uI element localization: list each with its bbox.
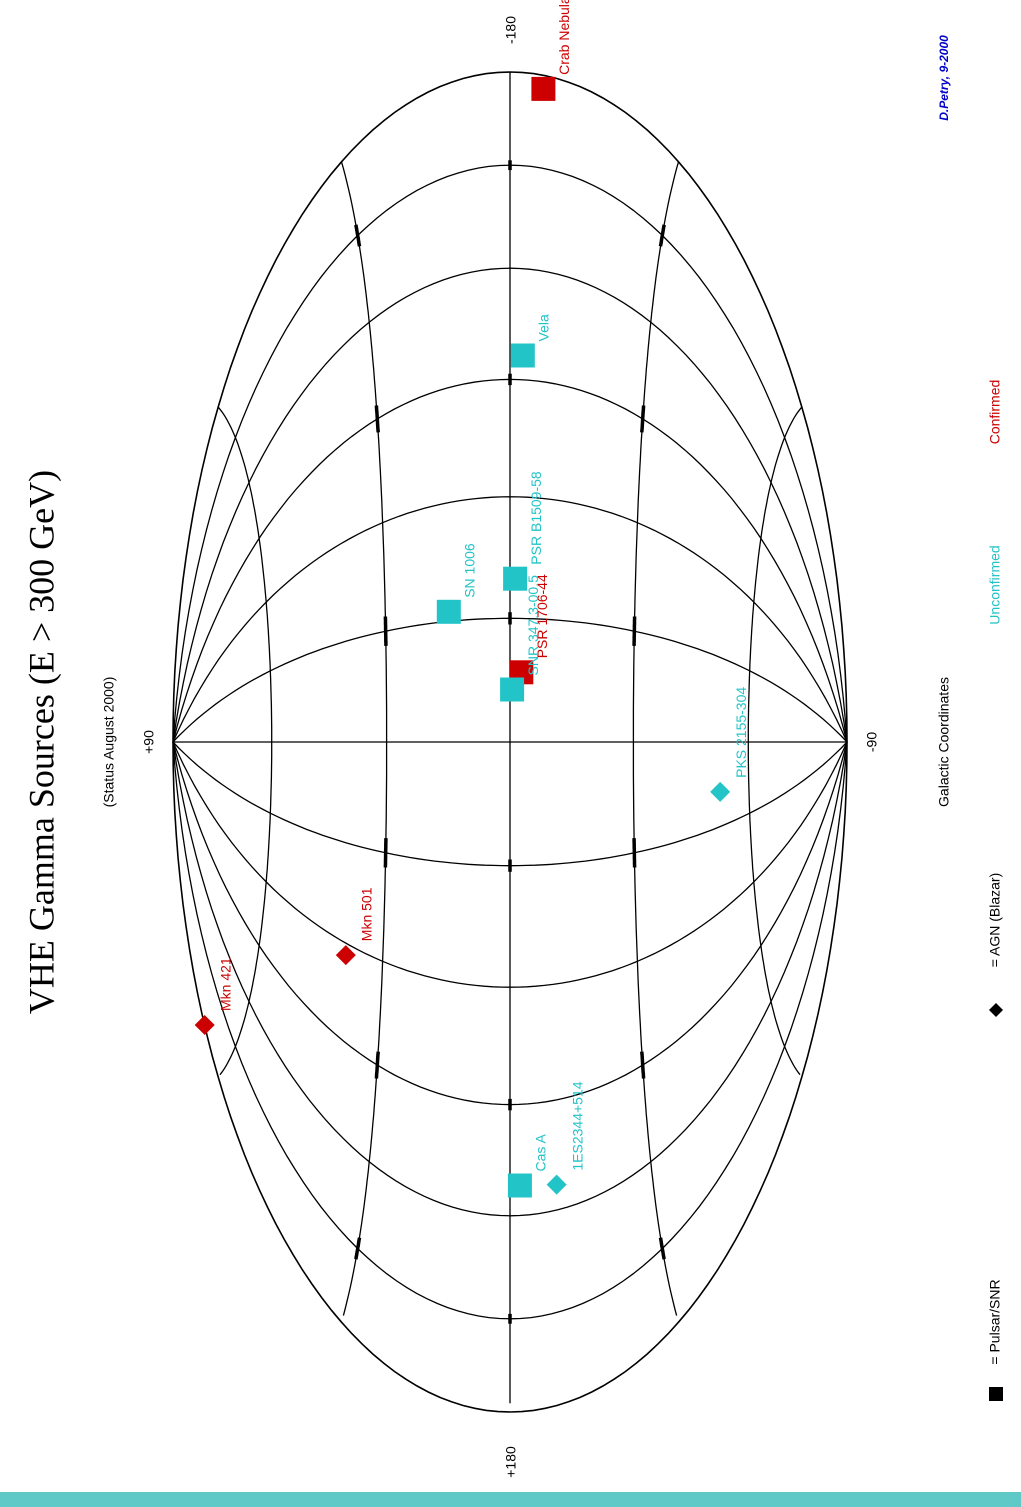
source-marker-diamond — [194, 1015, 215, 1036]
grid-tick — [354, 1237, 362, 1260]
grid-tick — [374, 1051, 380, 1079]
source-marker-diamond — [546, 1174, 567, 1195]
figure-subtitle: (Status August 2000) — [101, 677, 117, 808]
source-label: Mkn 501 — [359, 887, 375, 941]
grid-tick — [640, 1051, 646, 1079]
legend-square-label: = Pulsar/SNR — [987, 1279, 1003, 1364]
axis-label-left: +180 — [503, 1446, 519, 1478]
figure-title: VHE Gamma Sources (E > 300 GeV) — [21, 470, 61, 1014]
source-label: SN 1006 — [462, 543, 478, 598]
axis-label-top: +90 — [141, 730, 157, 754]
grid-tick — [658, 224, 666, 247]
legend: = Pulsar/SNR = AGN (Blazar) Unconfirmed … — [987, 380, 1003, 1401]
grid-tick — [632, 616, 637, 646]
source-label: 1ES2344+514 — [569, 1081, 585, 1170]
axis-label-bottom: -90 — [864, 732, 880, 752]
legend-square-icon — [989, 1387, 1003, 1401]
source-marker-square — [531, 76, 556, 101]
source-marker-square — [436, 599, 461, 624]
legend-diamond-icon — [989, 1003, 1003, 1017]
grid-tick — [383, 616, 388, 646]
legend-unconfirmed-label: Unconfirmed — [987, 545, 1003, 624]
source-label: PSR B1509-58 — [528, 471, 544, 565]
source-marker-diamond — [335, 945, 356, 966]
grid-tick — [383, 838, 388, 868]
source-label: Cas A — [533, 1133, 549, 1171]
grid-tick — [658, 1237, 666, 1260]
source-marker-square — [507, 1173, 532, 1198]
meridian-line — [172, 741, 848, 1413]
legend-diamond-label: = AGN (Blazar) — [987, 873, 1003, 968]
source-label: PSR 1706-44 — [534, 574, 550, 658]
source-label: Mkn 421 — [217, 957, 233, 1011]
source-label: Crab Nebula — [556, 0, 572, 75]
coordinate-label: Galactic Coordinates — [936, 677, 952, 807]
source-label: PKS 2155-304 — [733, 687, 749, 778]
parallel-line — [340, 161, 388, 1316]
source-marker-diamond — [710, 781, 731, 802]
legend-confirmed-label: Confirmed — [987, 380, 1003, 445]
axis-label-right: -180 — [503, 16, 519, 44]
parallel-line — [747, 406, 803, 1076]
credit-text: D.Petry, 9-2000 — [937, 35, 951, 121]
source-marker-square — [503, 566, 528, 591]
grid-tick — [374, 405, 380, 433]
source-marker-square — [500, 677, 525, 702]
grid-tick — [354, 224, 362, 247]
source-label: SNR 347.3-00.5 — [525, 575, 541, 676]
grid-tick — [640, 405, 646, 433]
parallel-line — [217, 406, 273, 1076]
source-marker-square — [510, 343, 535, 368]
bottom-accent-bar — [0, 1492, 1021, 1507]
source-label: Vela — [536, 314, 552, 341]
grid-tick — [632, 838, 637, 868]
parallel-line — [632, 161, 680, 1316]
map-grid — [172, 71, 848, 1413]
